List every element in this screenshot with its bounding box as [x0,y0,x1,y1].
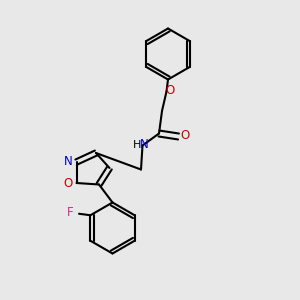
Text: O: O [166,83,175,97]
Text: F: F [67,206,73,219]
Text: O: O [64,177,73,190]
Text: N: N [140,138,148,151]
Text: O: O [181,129,190,142]
Text: N: N [64,155,73,168]
Text: H: H [133,140,141,150]
